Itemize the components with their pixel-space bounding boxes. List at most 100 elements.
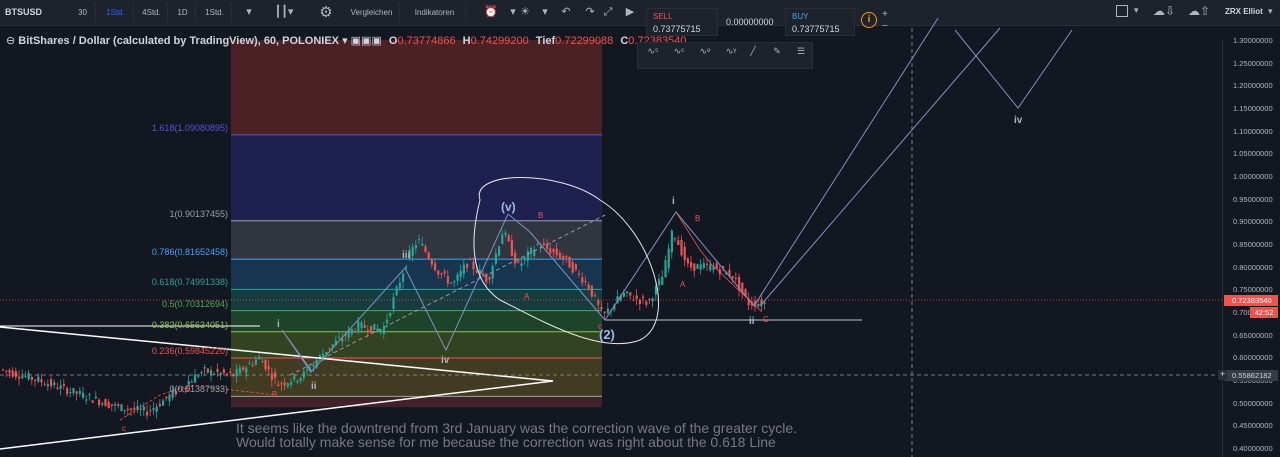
wave-label-i-2: i — [672, 196, 675, 207]
candle-body — [494, 253, 497, 264]
buy-button[interactable]: BUY 0.73775715 — [785, 8, 855, 36]
candle-body — [619, 295, 622, 301]
candle-body — [510, 240, 513, 256]
label-c-3: C — [763, 315, 769, 324]
interval-custom[interactable]: 1Std. — [198, 3, 232, 22]
candle-body — [690, 262, 693, 268]
candle-body — [386, 319, 389, 324]
info-icon[interactable]: i — [861, 12, 877, 28]
candle-body — [542, 243, 545, 246]
candle-body — [24, 376, 27, 378]
price-axis[interactable]: 1.30000000 1.25000000 1.20000000 1.15000000… — [1222, 36, 1280, 457]
alert-icon[interactable]: ⏰ — [484, 6, 498, 18]
candle-body — [181, 388, 184, 390]
wave-label-i: i — [277, 319, 280, 330]
bulb-icon[interactable]: ☀ — [520, 6, 530, 18]
candle-body — [107, 401, 110, 408]
interval-1d[interactable]: 1D — [170, 3, 196, 22]
minus-icon[interactable]: − — [882, 21, 888, 32]
user-dropdown-icon[interactable]: ▾ — [1268, 6, 1273, 16]
bulb-dropdown-icon[interactable]: ▾ — [542, 6, 548, 18]
triangle-wave-icon[interactable]: ∿ᵉ — [699, 46, 711, 56]
interval-1h[interactable]: 1Std. — [98, 3, 134, 22]
candle-body — [254, 359, 257, 365]
interval-dropdown-icon[interactable]: ▾ — [246, 6, 252, 18]
label-b-2: B — [695, 214, 701, 223]
cloud-save-icon[interactable]: ☁⇩ — [1153, 4, 1176, 18]
candle-body — [162, 400, 165, 406]
impulse-wave-icon[interactable]: ∿⁵ — [647, 46, 659, 56]
add-alert-plus-icon[interactable]: + — [1218, 369, 1227, 380]
alert-dropdown-icon[interactable]: ▾ — [510, 6, 516, 18]
fib-zone — [231, 134, 602, 221]
undo-icon[interactable]: ↶ — [561, 6, 571, 18]
candle-body — [117, 404, 120, 406]
legend-dropdown-icon[interactable]: ▾ — [342, 35, 351, 47]
indicators-button[interactable]: Indikatoren — [404, 3, 466, 22]
candle-body — [475, 270, 478, 273]
elliott-wave-1 — [281, 213, 509, 373]
price-tick: 1.00000000 — [1233, 172, 1273, 181]
fullscreen-icon[interactable]: ⤢ — [603, 6, 613, 18]
candle-body — [712, 266, 715, 270]
layout-dropdown-icon[interactable]: ▾ — [1134, 5, 1139, 15]
plus-icon[interactable]: + — [882, 9, 888, 20]
candle-body — [155, 406, 158, 412]
candle-style-icon[interactable]: ┃┃▾ — [274, 6, 294, 18]
user-menu[interactable]: ZRX Elliot — [1225, 7, 1263, 16]
pen-icon[interactable]: ✎ — [773, 46, 781, 56]
gear-icon[interactable]: ⚙ — [319, 4, 333, 21]
cloud-load-icon[interactable]: ☁⇧ — [1188, 4, 1211, 18]
play-icon[interactable]: ▶ — [625, 6, 635, 18]
candle-body — [142, 406, 145, 411]
price-tick: 1.20000000 — [1233, 81, 1273, 91]
candle-body — [258, 356, 261, 360]
candle-body — [453, 281, 456, 283]
wave-label-ii-2: ii — [749, 316, 755, 327]
layout-icon[interactable] — [1116, 5, 1128, 17]
candle-body — [62, 383, 65, 386]
symbol-search[interactable]: BTSUSD — [5, 7, 43, 17]
candle-body — [213, 373, 216, 375]
fib-label: 0.382(0.65634051) — [151, 319, 228, 330]
menu-icon[interactable]: ☰ — [796, 46, 806, 56]
candle-body — [216, 368, 219, 373]
candle-body — [229, 371, 232, 373]
candle-body — [146, 411, 149, 416]
candle-body — [322, 353, 325, 361]
candle-body — [757, 303, 760, 307]
candle-body — [501, 234, 504, 244]
candle-body — [34, 379, 37, 381]
candle-body — [389, 313, 392, 317]
redo-icon[interactable]: ↷ — [585, 6, 595, 18]
candle-body — [296, 380, 299, 383]
chart-note[interactable]: It seems like the downtrend from 3rd Jan… — [236, 421, 797, 449]
zoom-controls[interactable]: + − — [882, 9, 888, 33]
candle-body — [533, 249, 536, 257]
correction-wave-icon[interactable]: ∿ᶜ — [673, 46, 685, 56]
interval-30[interactable]: 30 — [70, 3, 96, 22]
candle-body — [27, 372, 30, 380]
candle-body — [5, 370, 8, 372]
visibility-icon[interactable]: ▣▣▣ — [350, 35, 382, 47]
legend-title[interactable]: BitShares / Dollar (calculated by Tradin… — [18, 35, 340, 47]
interval-4h[interactable]: 4Std. — [136, 3, 168, 22]
chart-canvas[interactable] — [0, 0, 1222, 457]
wave-label-v: (v) — [501, 200, 516, 214]
candle-body — [715, 263, 718, 269]
legend-collapse-icon[interactable]: ⊖ — [6, 35, 16, 47]
fib-zone — [231, 289, 602, 311]
compare-button[interactable]: Vergleichen — [344, 3, 400, 22]
candle-body — [661, 276, 664, 286]
candle-body — [101, 403, 104, 405]
double-combo-icon[interactable]: ∿ʸ — [725, 46, 737, 56]
trend-line-icon[interactable]: ╱ — [750, 46, 756, 56]
candle-body — [395, 286, 398, 296]
candle-body — [69, 391, 72, 393]
candle-body — [763, 302, 766, 304]
candle-body — [526, 251, 529, 261]
candle-body — [626, 291, 629, 293]
sell-button[interactable]: SELL 0.73775715 — [646, 8, 718, 36]
price-tick: 0.40000000 — [1233, 444, 1273, 453]
candle-body — [558, 253, 561, 259]
